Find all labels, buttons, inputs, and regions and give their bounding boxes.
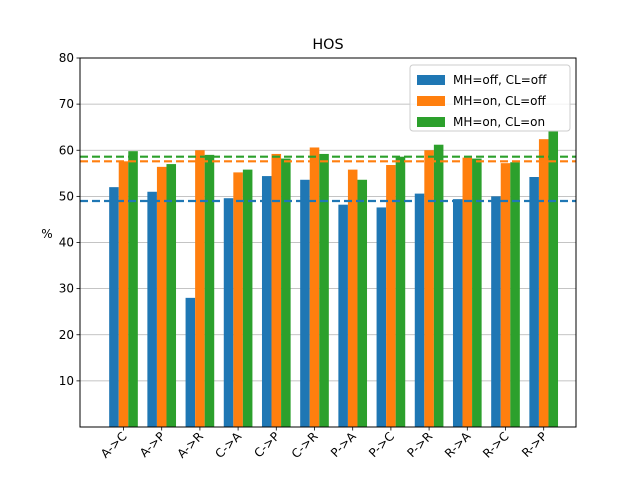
x-tick-label: P->A	[328, 429, 359, 460]
bar	[433, 144, 444, 427]
x-tick-label: R->A	[442, 429, 474, 461]
legend: MH=off, CL=off MH=on, CL=off MH=on, CL=on	[409, 64, 571, 132]
bar	[109, 187, 119, 427]
bar	[376, 207, 387, 427]
legend-label: MH=on, CL=off	[453, 94, 546, 108]
bar	[424, 150, 434, 427]
bar	[538, 139, 549, 427]
bar	[357, 179, 368, 427]
bar	[271, 153, 282, 427]
bar	[233, 172, 243, 427]
x-tick-label: C->A	[212, 429, 244, 461]
bar	[185, 297, 196, 427]
legend-box	[409, 64, 571, 132]
bar	[300, 179, 310, 427]
x-tick-label: A->C	[98, 429, 130, 461]
y-tick-label: 30	[59, 282, 74, 296]
x-tick-label: P->R	[404, 429, 435, 460]
bar	[529, 177, 539, 427]
bar	[395, 156, 406, 427]
x-tick-label: P->C	[366, 429, 397, 460]
x-tick-label: C->R	[289, 429, 321, 461]
bar	[156, 166, 167, 428]
y-tick-label: 80	[59, 51, 74, 65]
bar	[147, 191, 157, 427]
bar	[261, 176, 272, 427]
bar	[204, 154, 215, 428]
x-tick-label: R->C	[480, 429, 512, 461]
legend-swatch	[417, 117, 445, 127]
bar	[281, 158, 291, 428]
bar	[223, 198, 234, 427]
bar	[414, 193, 425, 427]
bar	[166, 164, 177, 427]
bar	[347, 169, 358, 427]
reference-lines	[80, 155, 576, 203]
y-tick-label: 70	[59, 97, 74, 111]
y-tick-label: 40	[59, 236, 74, 250]
legend-swatch	[417, 75, 445, 85]
legend-label: MH=off, CL=off	[453, 73, 547, 87]
bar	[472, 158, 482, 428]
y-tick-label: 50	[59, 189, 74, 203]
y-axis-ticks: 10 20 30 40 50 60 70 80	[59, 51, 80, 388]
bar	[386, 165, 396, 427]
bar	[452, 199, 463, 427]
y-tick-label: 20	[59, 328, 74, 342]
chart-title: HOS	[312, 37, 343, 53]
legend-swatch	[417, 96, 445, 106]
bar	[128, 151, 138, 428]
x-tick-label: A->R	[174, 429, 206, 461]
bar	[319, 153, 329, 427]
y-tick-label: 10	[59, 374, 74, 388]
bar	[309, 147, 320, 428]
x-tick-label: C->P	[251, 429, 282, 460]
bar	[491, 196, 501, 427]
y-axis-label: %	[41, 227, 52, 241]
bar	[118, 161, 129, 427]
legend-label: MH=on, CL=on	[453, 115, 545, 129]
bar	[338, 204, 348, 427]
bar	[462, 157, 473, 427]
bars	[109, 130, 559, 428]
bar	[510, 162, 520, 427]
x-axis-ticks: A->C A->P A->R C->A C->P C->R P->A P->C P->R R->A…	[98, 427, 550, 461]
bar	[242, 169, 253, 427]
x-tick-label: R->P	[519, 429, 550, 460]
x-tick-label: A->P	[137, 429, 168, 460]
bar	[500, 163, 511, 428]
bar	[195, 150, 205, 427]
bar	[548, 130, 559, 427]
y-tick-label: 60	[59, 143, 74, 157]
